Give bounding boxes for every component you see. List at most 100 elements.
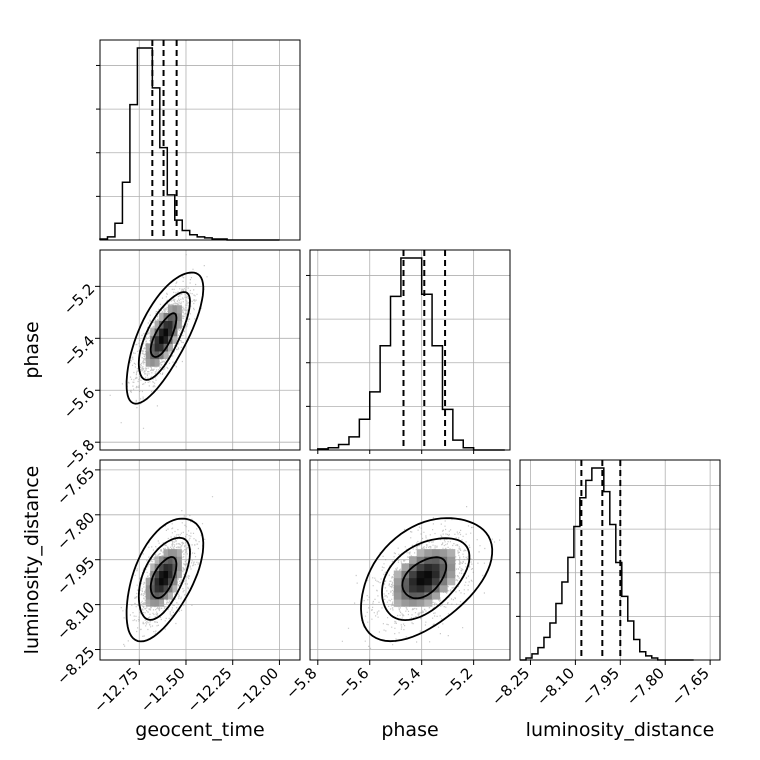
density-cell — [393, 570, 402, 579]
density-cell — [176, 305, 182, 314]
density-cell — [163, 312, 169, 321]
panel-frame-luminosity_distance-vs-phase — [309, 459, 511, 661]
density-cell — [401, 591, 410, 600]
density-cell — [168, 328, 173, 337]
density-cell — [416, 549, 425, 557]
density-cell — [172, 563, 178, 572]
density-cell — [431, 556, 441, 564]
density-cell — [163, 320, 169, 329]
density-cell — [145, 584, 151, 593]
x-tick-label-luminosity_distance: −7.95 — [578, 664, 623, 709]
x-tick-label-luminosity_distance: −7.65 — [668, 664, 713, 709]
density-cell — [176, 556, 182, 564]
x-tick-label-geocent_time: −12.25 — [184, 664, 236, 716]
density-cell — [439, 584, 448, 593]
density-cell — [176, 570, 182, 579]
density-cell — [172, 305, 178, 314]
density-cell — [154, 556, 160, 564]
x-axis-label-geocent-time: geocent_time — [135, 719, 264, 741]
density-cell — [176, 549, 182, 557]
density-cell — [154, 591, 160, 600]
density-cell — [168, 591, 173, 600]
density-cell — [172, 335, 178, 344]
density-cell — [431, 570, 441, 579]
density-cell — [163, 335, 169, 344]
density-cell — [159, 584, 165, 593]
panel-frame-phase-vs-geocent_time — [99, 249, 301, 451]
y-tick-label-luminosity_distance: −8.25 — [53, 643, 98, 688]
density-cell — [163, 591, 169, 600]
density-cell — [431, 577, 441, 586]
density-cell — [416, 570, 425, 579]
panel-luminosity_distance-vs-geocent_time — [100, 460, 300, 660]
x-tick-label-phase: −5.4 — [386, 664, 424, 702]
density-cell — [424, 591, 433, 600]
density-cell — [401, 599, 410, 607]
density-cell — [447, 570, 456, 579]
density-cell — [409, 577, 418, 586]
x-tick-label-phase: −5.8 — [282, 664, 320, 702]
density-cell — [172, 577, 178, 586]
density-cell — [424, 570, 433, 579]
density-cell — [416, 556, 425, 564]
panel-frame-geocent_time — [99, 39, 301, 241]
panel-phase-vs-geocent_time — [100, 250, 300, 450]
density-cell — [168, 312, 173, 321]
density-cell — [424, 584, 433, 593]
density-cell — [424, 563, 433, 572]
density-cell — [416, 563, 425, 572]
density-cell — [150, 358, 156, 367]
density-cell — [447, 556, 456, 564]
density-cell — [409, 599, 418, 607]
density-cell — [431, 549, 441, 557]
y-tick-label-phase: −5.8 — [60, 436, 98, 474]
density-cell — [409, 556, 418, 564]
histogram-geocent_time — [99, 47, 280, 241]
density-cell — [176, 563, 182, 572]
density-cell — [154, 343, 160, 352]
contour-87 — [137, 291, 191, 381]
histogram-luminosity_distance — [520, 467, 694, 661]
x-axis-label-phase: phase — [381, 719, 438, 741]
density-cell — [163, 350, 169, 360]
density-cell — [163, 549, 169, 557]
contour-39 — [149, 556, 178, 600]
density-cell — [176, 312, 182, 321]
density-cell — [159, 563, 165, 572]
density-cell — [159, 591, 165, 600]
density-cell — [431, 563, 441, 572]
density-cell — [159, 335, 165, 344]
density-cell — [145, 591, 151, 600]
density-cell — [401, 584, 410, 593]
y-tick-label-luminosity_distance: −7.80 — [53, 508, 98, 553]
contour-99 — [125, 271, 205, 405]
density-cell — [159, 343, 165, 352]
density-cell — [150, 599, 156, 607]
density-cell — [163, 328, 169, 337]
density-cell — [150, 584, 156, 593]
density-cell — [168, 577, 173, 586]
contour-99 — [360, 517, 494, 643]
density-cell — [168, 570, 173, 579]
density-cell — [154, 350, 160, 360]
density-cell — [159, 328, 165, 337]
density-cell — [416, 599, 425, 607]
y-axis-label-phase: phase — [21, 321, 43, 378]
density-cell — [168, 305, 173, 314]
x-tick-label-geocent_time: −12.75 — [90, 664, 142, 716]
density-cell — [159, 570, 165, 579]
y-tick-label-phase: −5.2 — [60, 280, 98, 318]
density-cell — [154, 599, 160, 607]
density-cell — [159, 350, 165, 360]
x-axis-label-luminosity-distance: luminosity_distance — [526, 719, 715, 741]
density-cell — [393, 584, 402, 593]
panel-frame-phase — [309, 249, 511, 451]
density-cell — [416, 577, 425, 586]
density-cell — [172, 328, 178, 337]
density-cell — [172, 584, 178, 593]
density-cell — [447, 563, 456, 572]
density-cell — [447, 577, 456, 586]
density-cell — [424, 549, 433, 557]
y-tick-label-phase: −5.6 — [60, 384, 98, 422]
density-cell — [154, 570, 160, 579]
